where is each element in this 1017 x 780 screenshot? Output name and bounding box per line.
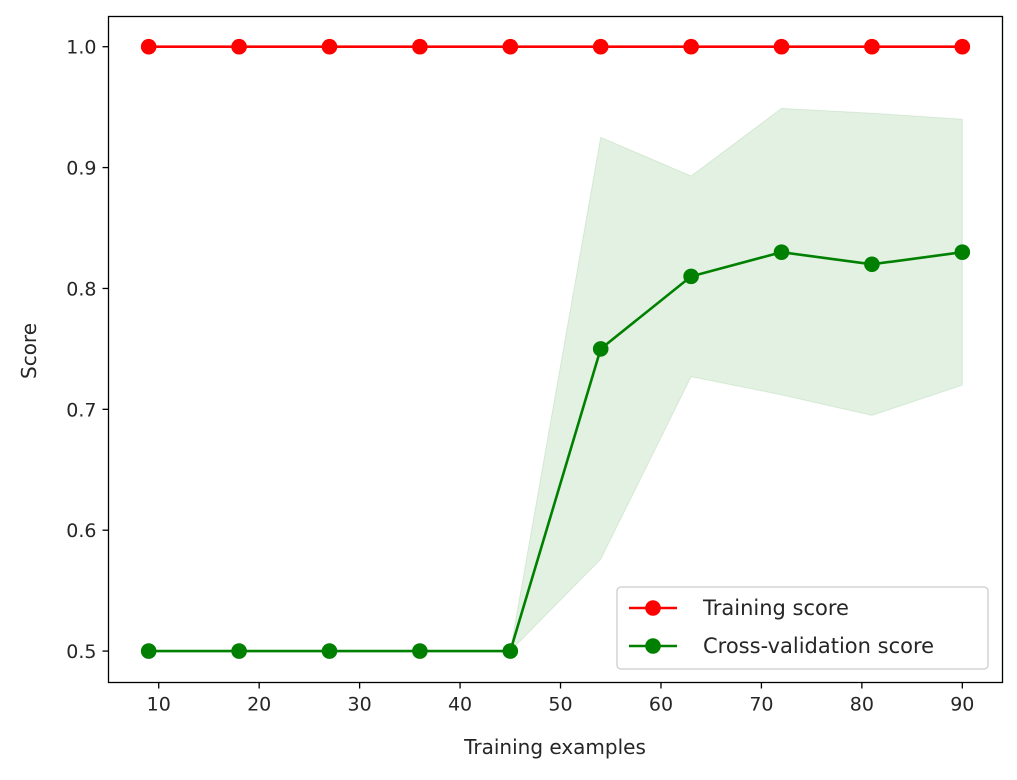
y-tick-label: 1.0 <box>66 37 96 59</box>
series-0-point-6 <box>683 38 699 55</box>
plot-area <box>107 15 1004 684</box>
series-0-point-0 <box>140 38 157 55</box>
legend-frame <box>616 586 989 670</box>
legend-label-0: Training score <box>702 596 849 620</box>
series-1-point-7 <box>773 244 790 260</box>
y-tick-label: 0.8 <box>66 278 96 300</box>
x-tick-label: 70 <box>749 694 773 716</box>
y-tick-label: 0.6 <box>66 520 96 542</box>
legend-marker-0 <box>645 600 661 616</box>
series-1-point-9 <box>954 244 971 260</box>
x-tick-label: 30 <box>348 694 372 716</box>
series-0-point-8 <box>864 38 880 55</box>
series-1-point-0 <box>140 643 157 659</box>
x-tick-label: 10 <box>147 694 171 716</box>
series-0-point-4 <box>502 38 519 55</box>
x-tick-label: 40 <box>448 694 472 716</box>
y-tick-label: 0.9 <box>66 158 96 180</box>
x-axis-label: Training examples <box>463 735 646 759</box>
series-1-point-1 <box>231 643 247 659</box>
series-0-point-9 <box>954 38 971 55</box>
series-1-confidence-band <box>148 107 963 652</box>
series-1-point-5 <box>592 341 609 357</box>
series-0-point-7 <box>773 38 790 55</box>
series-1-point-4 <box>502 643 519 659</box>
x-tick-label: 90 <box>950 694 974 716</box>
legend-marker-1 <box>645 638 661 654</box>
series-0-point-1 <box>231 38 247 55</box>
series-1-point-6 <box>683 268 699 285</box>
legend: Training score Cross-validation score <box>616 586 989 670</box>
x-tick-label: 50 <box>548 694 572 716</box>
y-axis-label: Score <box>17 323 41 379</box>
series-0-point-3 <box>412 38 428 55</box>
series-1-line <box>148 250 963 653</box>
series-1-point-8 <box>864 256 880 273</box>
x-tick-label: 60 <box>649 694 673 716</box>
series-0-point-5 <box>592 38 609 55</box>
x-tick-label: 20 <box>247 694 271 716</box>
series-0-point-2 <box>321 38 338 55</box>
series-1-point-3 <box>412 643 428 659</box>
legend-label-1: Cross-validation score <box>703 634 934 658</box>
series-1-point-2 <box>321 643 338 659</box>
y-tick-label: 0.7 <box>66 399 96 421</box>
x-tick-label: 80 <box>850 694 874 716</box>
y-tick-label: 0.5 <box>66 641 96 663</box>
